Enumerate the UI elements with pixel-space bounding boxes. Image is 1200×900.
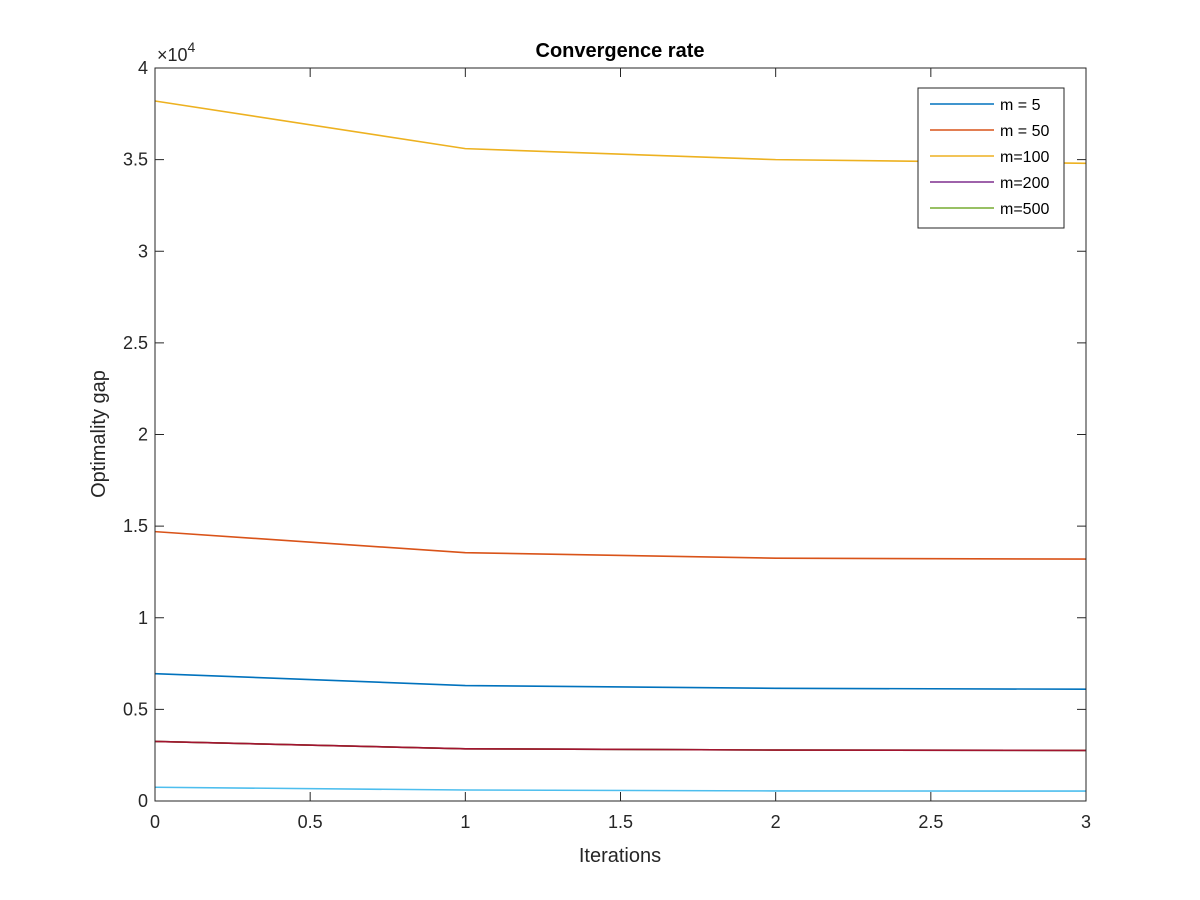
y-exponent-label: ×104 (157, 39, 196, 65)
legend: m = 5 m = 50 m=100 m=200 m=500 (917, 87, 1065, 229)
legend-label: m=200 (1000, 175, 1049, 192)
y-tick-label: 4 (138, 58, 148, 78)
y-tick-label: 3.5 (123, 150, 148, 170)
legend-label: m = 5 (1000, 97, 1041, 114)
y-tick-label: 3 (138, 241, 148, 261)
x-tick-label: 1.5 (608, 812, 633, 832)
x-tick-label: 1 (460, 812, 470, 832)
legend-label: m = 50 (1000, 123, 1049, 140)
axes: 0 0.5 1 1.5 2 2.5 3 0 0.5 1 1.5 2 2.5 3 3.5 4 (123, 58, 1091, 832)
x-tick-label: 0 (150, 812, 160, 832)
chart-title: Convergence rate (536, 40, 705, 62)
y-tick-label: 1.5 (123, 516, 148, 536)
series-line-1 (154, 672, 1087, 691)
y-tick-label: 2.5 (123, 333, 148, 353)
series-line-2 (154, 530, 1087, 560)
series-line-7 (154, 740, 1087, 752)
x-tick-label: 0.5 (298, 812, 323, 832)
x-tick-label: 2 (771, 812, 781, 832)
x-tick-label: 2.5 (918, 812, 943, 832)
y-exponent-power: 4 (188, 39, 196, 55)
legend-label: m=500 (1000, 201, 1049, 218)
y-axis-title: Optimality gap (88, 370, 110, 498)
series-line-6 (154, 786, 1087, 792)
legend-box (917, 87, 1065, 229)
y-tick-label: 1 (138, 608, 148, 628)
x-axis-title: Iterations (579, 845, 661, 867)
x-tick-label: 3 (1081, 812, 1091, 832)
y-tick-label: 0 (138, 791, 148, 811)
legend-label: m=100 (1000, 149, 1049, 166)
y-tick-label: 0.5 (123, 699, 148, 719)
y-tick-label: 2 (138, 425, 148, 445)
y-exponent-base: ×10 (157, 45, 188, 65)
